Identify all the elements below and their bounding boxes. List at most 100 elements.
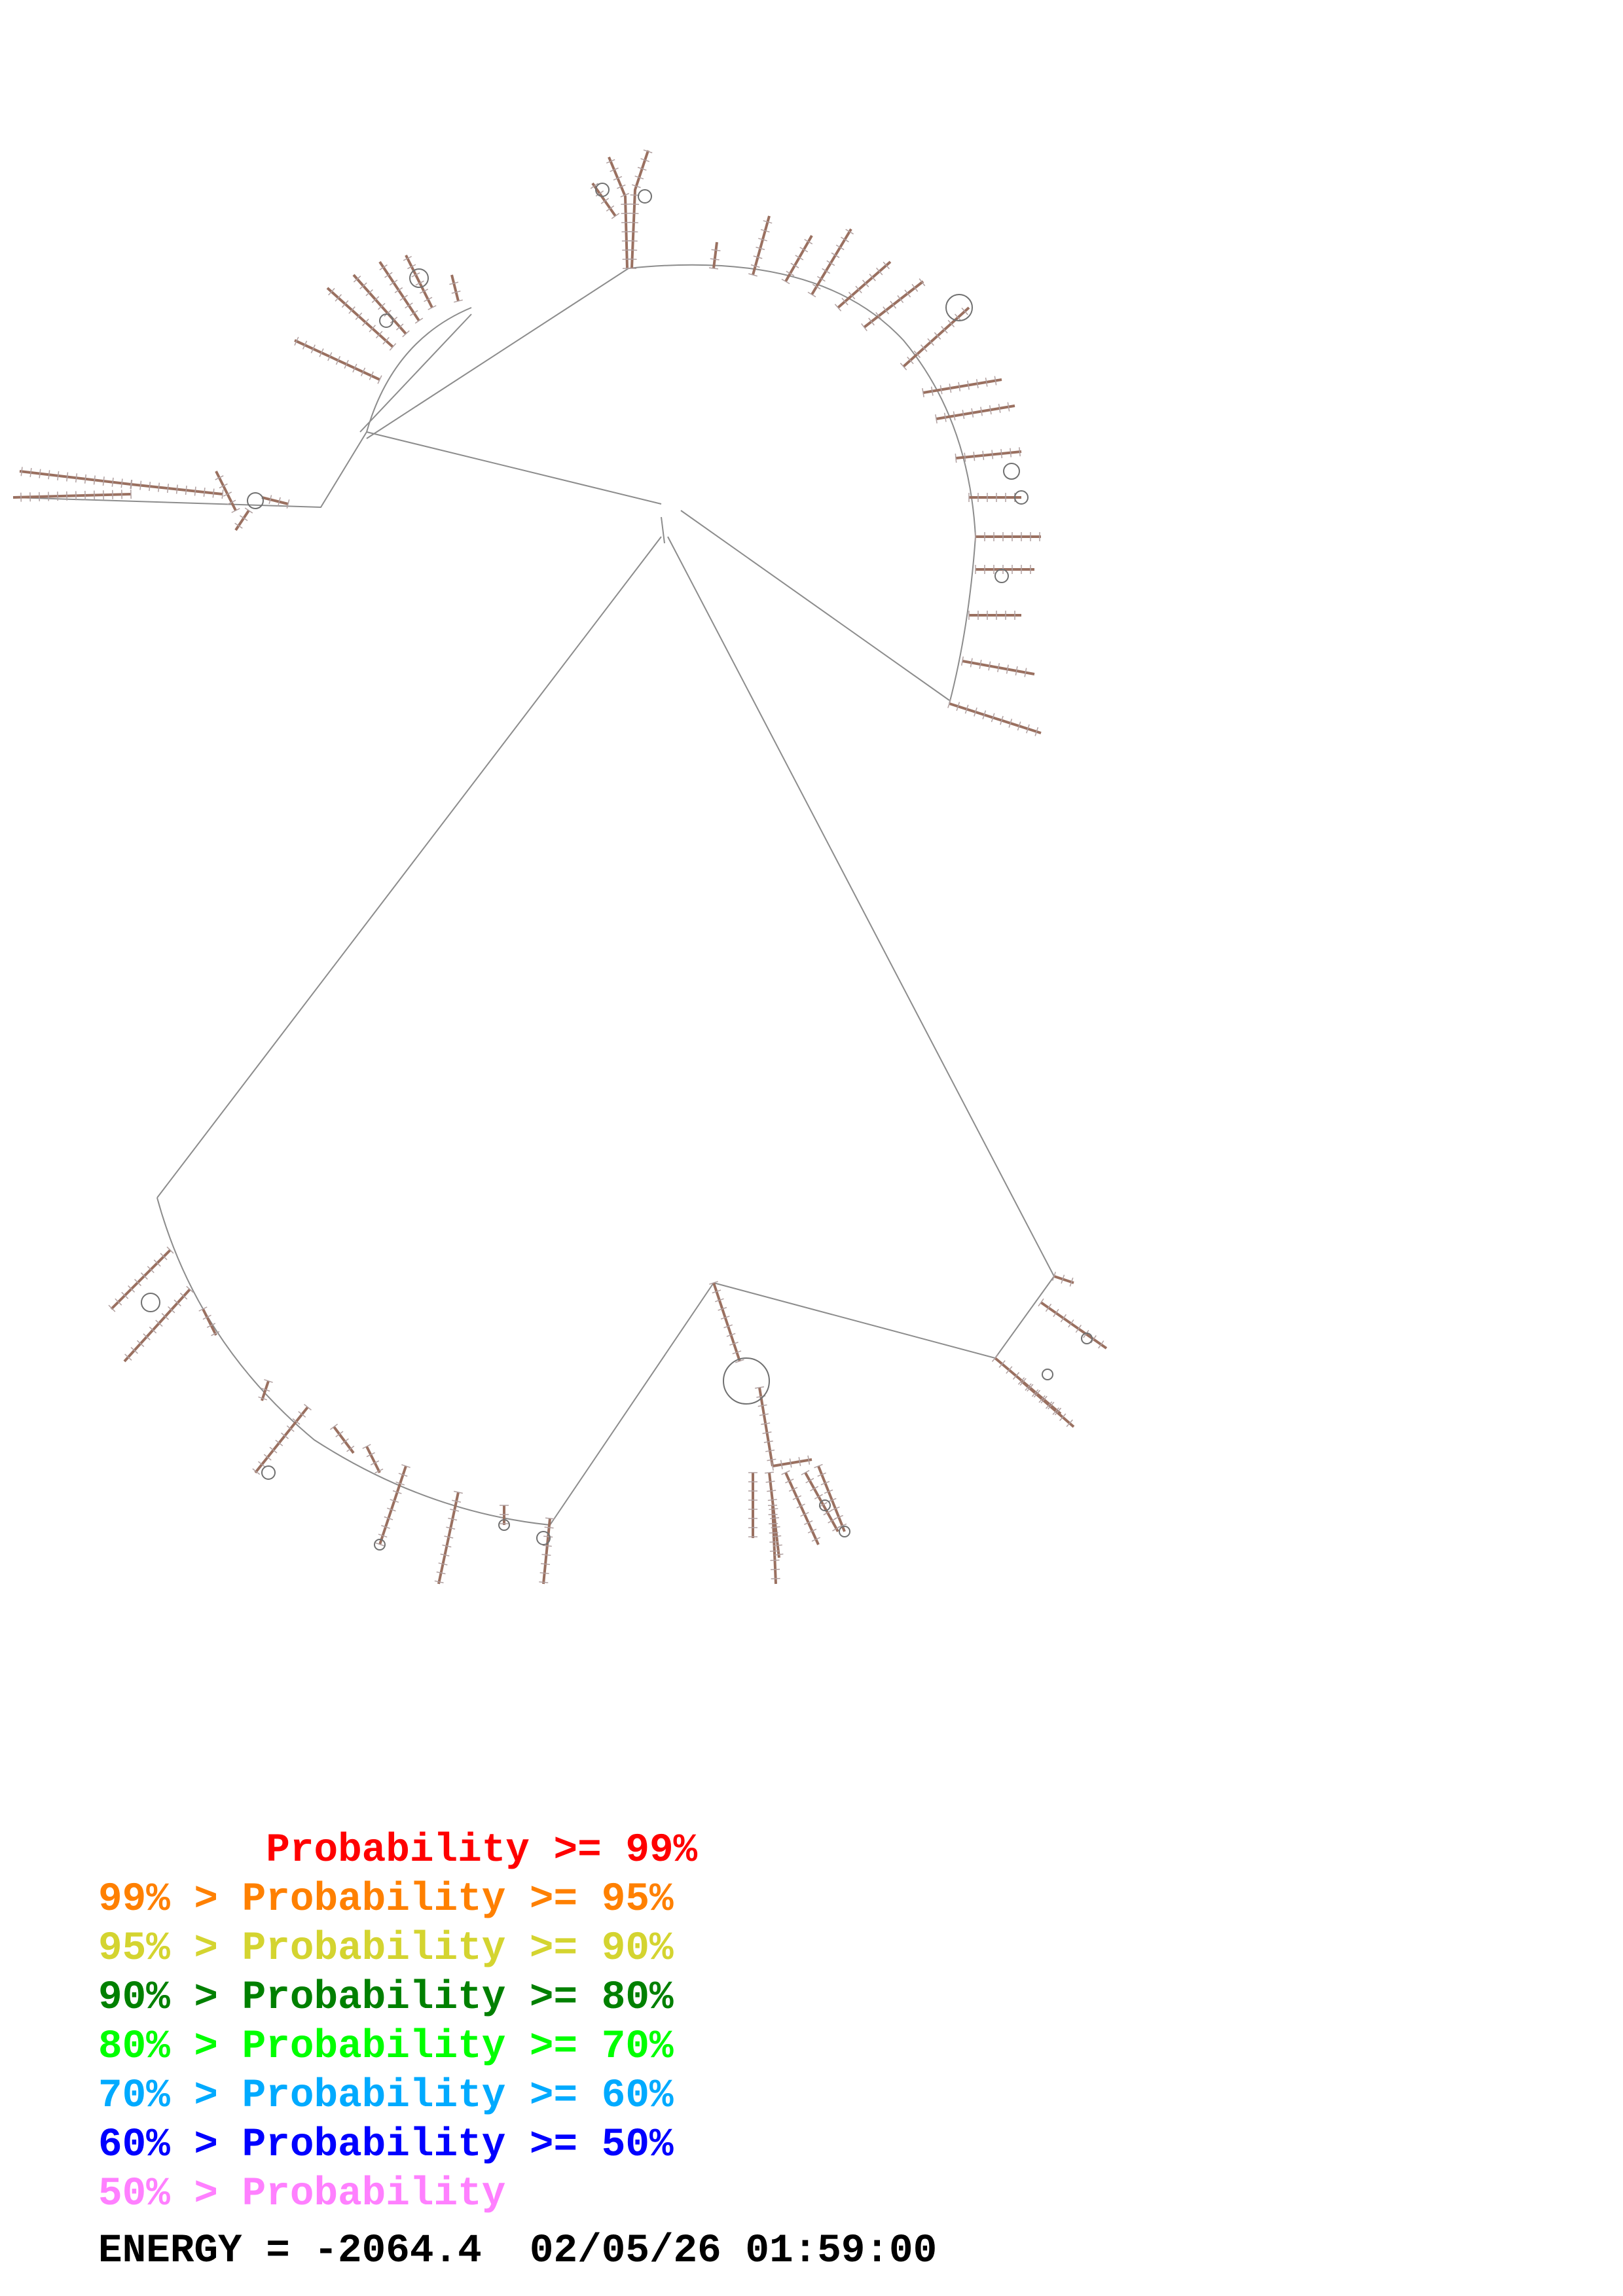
base-pair-tick — [1053, 1308, 1059, 1318]
base-pair-tick — [384, 310, 392, 317]
center-to-left — [366, 431, 662, 505]
base-pair-tick — [239, 515, 248, 522]
base-pair-tick — [828, 1518, 837, 1524]
base-pair-tick — [1027, 1384, 1034, 1392]
base-pair-tick — [130, 1346, 138, 1354]
long-stem-left — [156, 536, 662, 1198]
legend-label: Probability >= 80% — [242, 1975, 674, 2020]
base-pair-tick — [370, 1460, 380, 1465]
probability-legend: Probability >= 99% 99% > Probability >= 9… — [98, 1826, 697, 2219]
base-pair-tick — [360, 367, 366, 376]
center-to-right — [680, 510, 950, 701]
legend-label: Probability >= 60% — [242, 2073, 674, 2119]
base-pair-tick — [1031, 1389, 1039, 1397]
base-pair-tick — [820, 1480, 830, 1486]
base-pair-tick — [804, 1520, 813, 1526]
energy-footer: ENERGY = -2064.4 02/05/26 01:59:00 — [98, 2229, 937, 2274]
base-pair-tick — [1017, 721, 1021, 731]
base-pair-tick — [111, 477, 114, 487]
base-pair-tick — [414, 317, 424, 324]
base-pair-tick — [807, 291, 816, 298]
base-pair-tick — [335, 1431, 344, 1437]
legend-row: 70% > Probability >= 60% — [98, 2072, 697, 2121]
base-pair-tick — [186, 1285, 194, 1293]
base-pair-tick — [1061, 1274, 1065, 1284]
base-pair-tick — [790, 262, 799, 268]
base-pair-tick — [149, 482, 151, 492]
base-pair-tick — [831, 252, 840, 259]
base-pair-tick — [329, 1424, 338, 1430]
center-column — [661, 516, 665, 544]
base-pair-tick — [362, 1444, 371, 1449]
base-pair-tick — [750, 264, 760, 268]
base-pair-tick — [1090, 1335, 1097, 1344]
base-pair-tick — [943, 412, 947, 422]
base-pair-tick — [401, 1464, 410, 1468]
base-pair-tick — [1098, 1340, 1104, 1349]
base-pair-tick — [769, 1532, 778, 1534]
legend-row: 80% > Probability >= 70% — [98, 2022, 697, 2072]
base-pair-tick — [628, 240, 638, 242]
base-pair-tick — [378, 302, 386, 310]
base-pair-tick — [392, 1490, 402, 1494]
base-pair-tick — [949, 384, 952, 393]
base-pair-tick — [1000, 715, 1004, 725]
base-pair-tick — [355, 312, 363, 320]
base-pair-tick — [121, 1291, 129, 1299]
base-pair-tick — [264, 1379, 273, 1383]
base-pair-tick — [454, 299, 463, 303]
base-pair-tick — [798, 1457, 801, 1467]
base-pair-tick — [346, 1445, 355, 1452]
base-pair-tick — [231, 508, 240, 513]
base-pair-tick — [1034, 726, 1039, 736]
base-pair-tick — [935, 414, 938, 424]
base-pair-tick — [398, 1473, 408, 1477]
base-pair-tick — [629, 213, 639, 215]
base-pair-tick — [386, 1507, 396, 1512]
base-pair-tick — [319, 348, 324, 357]
legend-prefix: 95% > — [98, 1926, 242, 1971]
base-pair-tick — [384, 272, 393, 278]
base-pair-tick — [769, 1550, 779, 1552]
base-pair-tick — [403, 256, 412, 261]
base-pair-tick — [353, 276, 361, 283]
base-pair-tick — [1033, 1390, 1041, 1398]
base-pair-tick — [769, 1508, 778, 1511]
backbone-lines — [12, 264, 1055, 1526]
base-pair-tick — [617, 184, 626, 189]
base-pair-tick — [826, 260, 835, 266]
base-pair-tick — [20, 467, 23, 476]
base-pair-tick — [140, 1272, 148, 1280]
base-pair-tick — [939, 385, 943, 395]
base-pair-tick — [765, 1480, 775, 1483]
base-pair-tick — [769, 1541, 779, 1543]
base-pair-tick — [804, 239, 813, 245]
base-pair-tick — [1006, 1366, 1013, 1374]
legend-row: 90% > Probability >= 80% — [98, 1973, 697, 2022]
base-pair-tick — [143, 1333, 151, 1340]
base-pair-tick — [374, 1468, 384, 1474]
base-pair-tick — [446, 1526, 456, 1530]
base-pair-tick — [292, 1418, 301, 1425]
base-pair-tick — [1015, 666, 1018, 676]
base-pair-tick — [211, 1331, 220, 1336]
base-pair-tick — [1052, 1407, 1059, 1415]
base-pair-tick — [976, 379, 979, 389]
legend-prefix: 60% > — [98, 2123, 242, 2168]
base-pair-tick — [407, 264, 416, 270]
base-pair-tick — [711, 249, 721, 251]
base-pair-tick — [590, 183, 599, 189]
base-pair-tick — [989, 405, 992, 415]
base-pair-tick — [726, 1333, 736, 1337]
base-pair-tick — [335, 355, 341, 365]
base-pair-tick — [352, 363, 357, 373]
base-pair-tick — [758, 238, 767, 242]
base-pair-tick — [128, 1285, 136, 1293]
base-pair-tick — [1060, 1314, 1067, 1323]
base-pair-tick — [714, 1298, 724, 1302]
base-pair-tick — [634, 175, 644, 180]
base-pair-tick — [628, 249, 638, 251]
base-pair-tick — [814, 1463, 823, 1469]
base-pair-tick — [640, 158, 650, 162]
base-pair-tick — [756, 246, 765, 251]
